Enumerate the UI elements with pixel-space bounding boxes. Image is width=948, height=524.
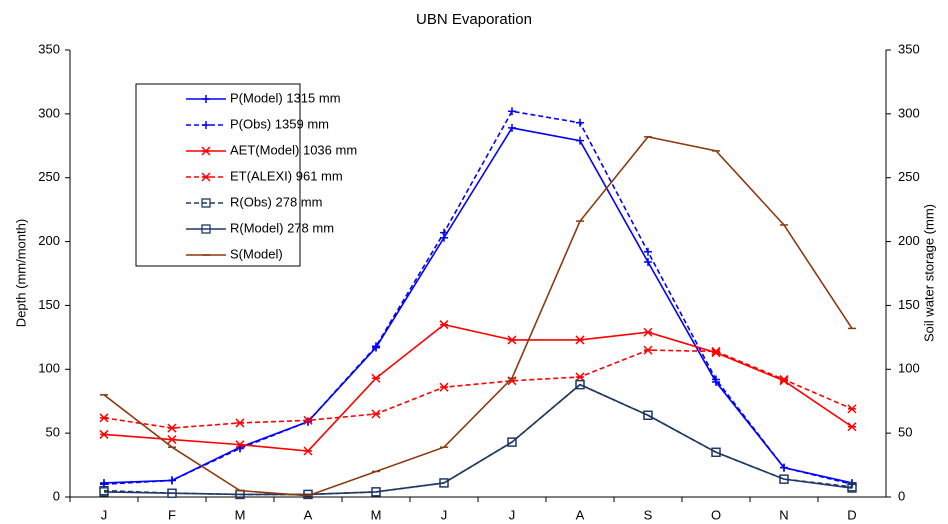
marker <box>712 375 720 384</box>
marker <box>99 413 109 423</box>
y-tick-label: 350 <box>38 41 60 56</box>
marker <box>167 423 177 433</box>
marker <box>439 320 449 330</box>
marker <box>201 198 211 208</box>
series-line <box>103 383 853 496</box>
x-tick-label: M <box>371 507 382 522</box>
x-tick-label: N <box>779 507 788 522</box>
marker <box>847 404 857 414</box>
y2-tick-label: 100 <box>898 361 920 376</box>
y-tick-label: 150 <box>38 297 60 312</box>
marker <box>440 228 448 237</box>
y-tick-label: 50 <box>46 425 60 440</box>
marker <box>202 121 210 129</box>
series-line <box>103 383 853 496</box>
marker <box>439 478 449 488</box>
marker <box>167 434 177 445</box>
marker <box>371 373 381 383</box>
legend-label: S(Model) <box>230 246 283 261</box>
marker <box>507 335 517 345</box>
y2-tick-label: 200 <box>898 233 920 248</box>
y-tick-label: 100 <box>38 361 60 376</box>
marker <box>508 107 516 116</box>
x-tick-label: O <box>711 507 721 522</box>
marker <box>439 382 449 392</box>
marker <box>779 474 789 484</box>
legend-box <box>135 83 301 267</box>
y2-tick-label: 0 <box>898 488 905 503</box>
marker <box>303 446 313 456</box>
marker <box>508 123 516 132</box>
legend-label: R(Model) 278 mm <box>230 220 334 235</box>
marker <box>201 172 211 182</box>
y2-tick-label: 150 <box>898 297 920 312</box>
x-tick-label: J <box>509 507 516 522</box>
x-tick-label: D <box>847 507 856 522</box>
y2-tick-label: 350 <box>898 41 920 56</box>
marker <box>575 372 585 382</box>
x-tick-label: M <box>235 507 246 522</box>
marker <box>507 437 517 447</box>
marker <box>711 346 721 356</box>
chart-title: UBN Evaporation <box>416 11 532 28</box>
marker <box>99 487 109 497</box>
marker <box>303 415 313 425</box>
marker <box>644 247 652 256</box>
marker <box>372 342 380 351</box>
y-tick-label: 200 <box>38 233 60 248</box>
marker <box>168 476 176 485</box>
series-line <box>103 127 853 484</box>
marker <box>780 463 788 472</box>
marker <box>371 487 381 497</box>
y2-tick-label: 300 <box>898 105 920 120</box>
marker <box>644 258 652 267</box>
x-tick-label: A <box>304 507 313 522</box>
legend-label: AET(Model) 1036 mm <box>230 142 357 157</box>
marker <box>202 95 210 103</box>
marker <box>201 224 211 234</box>
legend-label: ET(ALEXI) 961 mm <box>230 168 343 183</box>
marker <box>779 374 789 385</box>
marker <box>235 440 245 450</box>
marker <box>201 146 211 156</box>
marker <box>575 379 585 390</box>
x-tick-label: F <box>168 507 176 522</box>
x-tick-label: S <box>644 507 653 522</box>
marker <box>847 483 857 493</box>
marker <box>576 118 584 127</box>
y-axis-label: Depth (mm/month) <box>13 219 28 327</box>
series-line <box>103 349 853 429</box>
y-tick-label: 0 <box>53 488 60 503</box>
marker <box>847 422 857 432</box>
series-line <box>103 110 853 486</box>
x-tick-label: A <box>576 507 585 522</box>
y2-tick-label: 250 <box>898 169 920 184</box>
marker <box>236 444 244 453</box>
legend-label: P(Model) 1315 mm <box>230 90 341 105</box>
marker <box>643 410 653 420</box>
marker <box>304 417 312 426</box>
marker <box>643 327 653 337</box>
x-tick-label: J <box>101 507 108 522</box>
marker <box>235 418 245 428</box>
y-tick-label: 300 <box>38 105 60 120</box>
series-line <box>103 135 853 497</box>
y2-axis-label: Soil water storage (mm) <box>921 204 936 342</box>
marker <box>371 409 381 419</box>
legend-label: R(Obs) 278 mm <box>230 194 322 209</box>
series-line <box>103 323 853 452</box>
marker <box>167 488 177 498</box>
marker <box>575 335 585 345</box>
marker <box>576 136 584 145</box>
marker <box>711 447 721 457</box>
marker <box>643 345 653 355</box>
legend-label: P(Obs) 1359 mm <box>230 116 329 131</box>
x-tick-label: J <box>441 507 448 522</box>
marker <box>99 429 109 439</box>
y2-tick-label: 50 <box>898 425 912 440</box>
y-tick-label: 250 <box>38 169 60 184</box>
